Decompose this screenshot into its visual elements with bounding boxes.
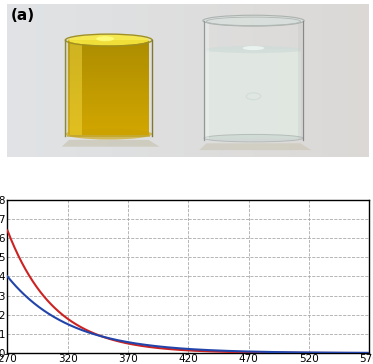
Polygon shape (68, 68, 149, 72)
Polygon shape (68, 126, 149, 129)
Polygon shape (68, 94, 149, 97)
Polygon shape (207, 52, 301, 138)
Polygon shape (68, 132, 149, 135)
Polygon shape (298, 21, 302, 139)
Polygon shape (68, 113, 149, 116)
Polygon shape (68, 46, 149, 50)
Polygon shape (68, 49, 149, 53)
Ellipse shape (206, 46, 301, 53)
Text: (a): (a) (11, 8, 35, 23)
Polygon shape (68, 81, 149, 84)
Polygon shape (66, 39, 70, 136)
Polygon shape (68, 43, 149, 47)
Polygon shape (68, 59, 149, 62)
Polygon shape (68, 65, 149, 69)
Polygon shape (68, 97, 149, 100)
Polygon shape (68, 110, 149, 113)
Polygon shape (68, 56, 149, 59)
Polygon shape (68, 40, 149, 43)
Polygon shape (62, 140, 159, 147)
Polygon shape (68, 62, 149, 66)
Ellipse shape (65, 128, 152, 139)
Polygon shape (206, 50, 301, 139)
Ellipse shape (96, 36, 114, 41)
Polygon shape (68, 122, 149, 126)
Polygon shape (68, 75, 149, 78)
Polygon shape (199, 143, 311, 150)
Polygon shape (68, 103, 149, 107)
Polygon shape (68, 100, 149, 104)
Polygon shape (68, 129, 149, 132)
Polygon shape (68, 107, 149, 110)
Polygon shape (68, 116, 149, 119)
Ellipse shape (204, 134, 303, 142)
Polygon shape (68, 72, 149, 75)
Polygon shape (205, 21, 209, 139)
Ellipse shape (243, 46, 264, 50)
Ellipse shape (68, 35, 149, 46)
Polygon shape (68, 84, 149, 88)
Polygon shape (67, 135, 150, 137)
Polygon shape (68, 87, 149, 91)
Polygon shape (70, 41, 82, 135)
Polygon shape (68, 52, 149, 56)
Polygon shape (68, 119, 149, 123)
Polygon shape (68, 78, 149, 82)
Polygon shape (68, 91, 149, 94)
Ellipse shape (203, 15, 304, 26)
